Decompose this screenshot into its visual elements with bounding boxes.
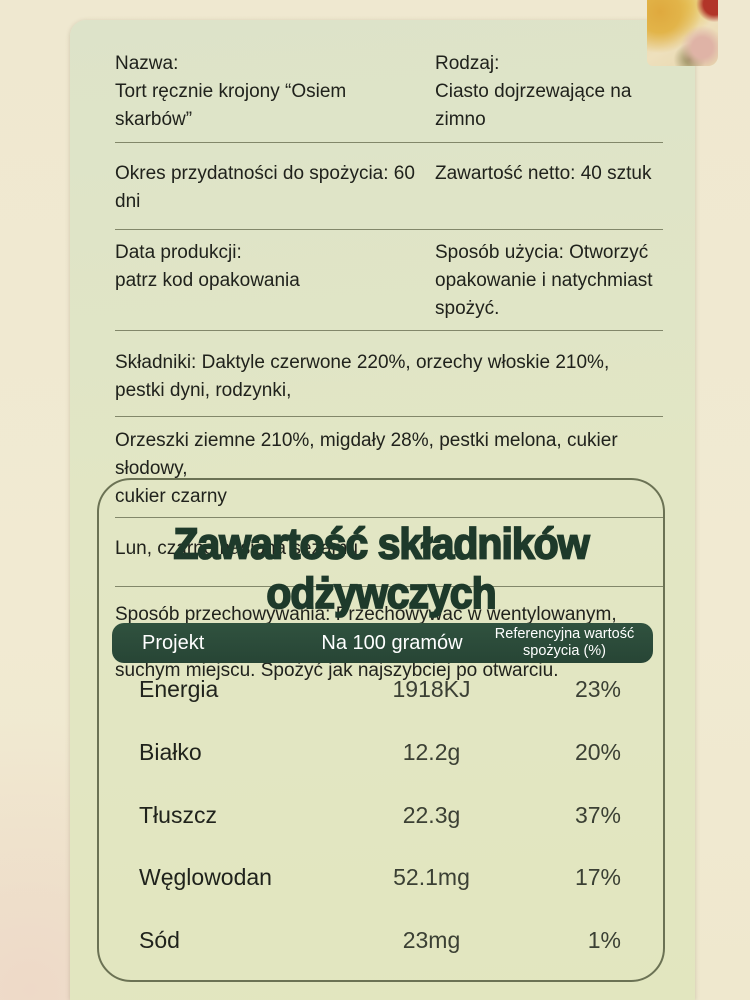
header-per-100g: Na 100 gramów [321, 631, 463, 654]
storage-line-2: suchym miejscu. Spożyć jak najszybciej p… [115, 660, 559, 681]
nutrition-box: Zawartość składników odżywczych Projekt … [97, 478, 665, 982]
ingredients-line-1: Składniki: Daktyle czerwone 220%, orzech… [115, 352, 610, 401]
table-row: Białko 12.2g 20% [139, 739, 625, 766]
nutrient-name: Tłuszcz [139, 801, 217, 828]
nutrient-value: 12.2g [402, 738, 461, 765]
product-info-section: Nazwa: Tort ręcznie krojony “Osiem skarb… [115, 50, 663, 685]
header-item: Projekt [142, 631, 205, 654]
ingredients-line-3: Lun, czarne nasiona sezamu [115, 538, 358, 559]
production-date-label: Data produkcji: [115, 242, 242, 263]
name-value: Tort ręcznie krojony “Osiem skarbów” [115, 81, 347, 130]
divider [115, 330, 663, 331]
name-type-row: Nazwa: Tort ręcznie krojony “Osiem skarb… [115, 50, 663, 134]
label-panel [70, 20, 695, 1000]
divider [115, 586, 663, 587]
header-reference-line1: Referencyjna wartość [494, 626, 635, 642]
production-date-block: Data produkcji: patrz kod opakowania [115, 239, 435, 323]
divider [115, 142, 663, 143]
product-photo-fragment [647, 0, 718, 66]
table-row: Tłuszcz 22.3g 37% [139, 802, 625, 829]
nutrient-ref-percent: 37% [574, 801, 621, 828]
nutrient-value: 23mg [402, 927, 461, 953]
nutrient-name: Węglowodan [139, 864, 272, 891]
table-row: Sód 23mg 1% [139, 927, 625, 954]
net-content-text: Zawartość netto: 40 sztuk [435, 163, 652, 184]
nutrient-name: Białko [139, 738, 202, 765]
nutrient-name: Energia [139, 676, 219, 702]
nutrient-value: 1918KJ [392, 676, 471, 702]
nutrient-value: 22.3g [402, 801, 461, 828]
ingredients-line-2a: Orzeszki ziemne 210%, migdały 28%, pestk… [115, 430, 618, 479]
nutrient-name: Sód [139, 927, 180, 953]
type-block: Rodzaj: Ciasto dojrzewające na zimno [435, 50, 663, 134]
ingredients-line-2b: cukier czarny [115, 486, 227, 507]
production-usage-row: Data produkcji: patrz kod opakowania Spo… [115, 239, 663, 323]
nutrient-ref-percent: 23% [574, 676, 621, 702]
ingredients-block-2: Orzeszki ziemne 210%, migdały 28%, pestk… [115, 427, 663, 511]
header-reference: Referencyjna wartość spożycia (%) [482, 626, 653, 660]
name-block: Nazwa: Tort ręcznie krojony “Osiem skarb… [115, 50, 435, 134]
nutrition-table-header: Projekt Na 100 gramów Referencyjna warto… [112, 623, 653, 663]
usage-line2: opakowanie i natychmiast spożyć. [435, 270, 653, 319]
divider [115, 229, 663, 230]
nutrient-value: 52.1mg [393, 864, 470, 891]
name-label: Nazwa: [115, 53, 179, 74]
table-row: Węglowodan 52.1mg 17% [139, 864, 625, 891]
shelf-life-text: Okres przydatności do spożycia: 60 dni [115, 163, 415, 212]
production-date-value: patrz kod opakowania [115, 270, 300, 291]
nutrient-ref-percent: 1% [587, 927, 621, 953]
usage-block: Sposób użycia: Otworzyć opakowanie i nat… [435, 239, 663, 323]
nutrition-table-body: Energia 1918KJ 23% Białko 12.2g 20% Tłus… [139, 676, 625, 954]
type-label: Rodzaj: [435, 53, 500, 74]
table-row: Energia 1918KJ 23% [139, 676, 625, 703]
header-reference-line2: spożycia (%) [523, 643, 606, 659]
nutrient-ref-percent: 20% [574, 738, 621, 765]
type-value: Ciasto dojrzewające na zimno [435, 81, 632, 130]
shelf-life-row: Okres przydatności do spożycia: 60 dni Z… [115, 160, 663, 216]
nutrition-title: Zawartość składników odżywczych [173, 518, 591, 618]
divider [115, 416, 663, 417]
usage-line1: Sposób użycia: Otworzyć [435, 242, 649, 263]
divider [115, 517, 663, 518]
nutrient-ref-percent: 17% [574, 864, 621, 891]
